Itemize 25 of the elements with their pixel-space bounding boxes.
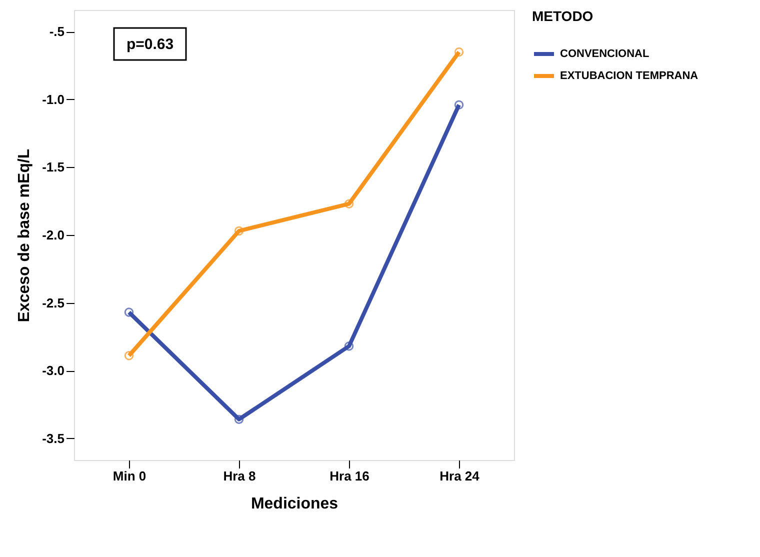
point (124, 351, 134, 360)
x-tick-label: Hra 24 (440, 468, 480, 484)
legend-label: CONVENCIONAL (560, 48, 650, 60)
point (454, 100, 464, 110)
point (344, 199, 354, 208)
y-tick-label: -1.0 (42, 92, 64, 107)
point (234, 226, 244, 236)
point (124, 308, 134, 317)
annotation: p=0.63 (126, 36, 174, 53)
legend-label: EXTUBACION TEMPRANA (560, 70, 698, 82)
y-tick-label: -2.5 (42, 295, 64, 310)
point (344, 342, 354, 351)
y-tick-label: -3.0 (42, 363, 64, 378)
legend-title: METODO (532, 8, 594, 24)
y-tick-label: -.5 (49, 24, 64, 40)
y-tick-label: -1.5 (42, 160, 64, 175)
point (234, 414, 244, 424)
x-tick-label: Hra 8 (223, 468, 256, 484)
x-tick-label: Hra 16 (330, 468, 370, 484)
y-tick-label: -2.0 (42, 228, 64, 242)
point (454, 47, 464, 57)
x-tick-label: Min 0 (112, 468, 146, 484)
x-axis-title: Mediciones (250, 496, 338, 512)
y-tick-label: -3.5 (42, 430, 64, 446)
y-axis-title: Exceso de base mEq/L (16, 148, 34, 322)
